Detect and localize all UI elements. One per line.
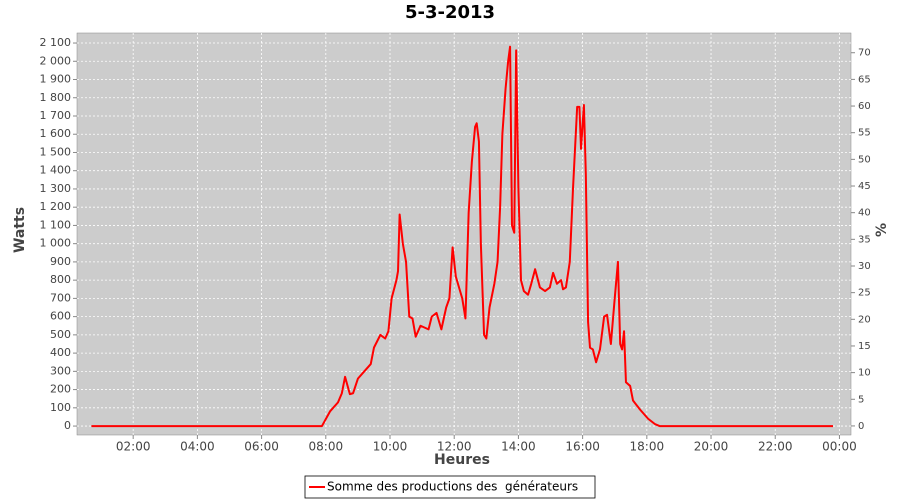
y-axis-label: Watts [12, 207, 28, 253]
y2-tick-label: 40 [858, 208, 871, 219]
y2-tick-label: 5 [858, 394, 864, 405]
y2-axis-label: % [874, 223, 890, 237]
y2-tick-label: 45 [858, 181, 871, 192]
plot-area [76, 32, 852, 436]
y-tick-label: 1 500 [40, 145, 72, 158]
y-tick-label: 700 [50, 291, 71, 304]
y2-tick-label: 0 [858, 421, 864, 432]
chart-title: 5-3-2013 [405, 2, 495, 23]
y-tick-label: 100 [50, 401, 71, 414]
x-tick-label: 12:00 [437, 440, 472, 454]
x-tick-label: 20:00 [694, 440, 729, 454]
y2-tick-label: 25 [858, 288, 871, 299]
y2-tick-label: 65 [858, 74, 871, 85]
y2-tick-label: 55 [858, 128, 871, 139]
y-tick-label: 1 900 [40, 73, 72, 86]
y2-tick-label: 70 [858, 48, 871, 59]
y-tick-label: 2 000 [40, 54, 72, 67]
legend-label: Somme des productions des générateurs [327, 480, 578, 494]
y-tick-label: 1 400 [40, 164, 72, 177]
x-tick-label: 10:00 [373, 440, 408, 454]
x-tick-label: 16:00 [565, 440, 600, 454]
x-tick-label: 04:00 [180, 440, 215, 454]
y-tick-label: 1 800 [40, 91, 72, 104]
legend [304, 475, 596, 499]
x-tick-label: 08:00 [309, 440, 344, 454]
x-axis-label: Heures [434, 452, 490, 468]
y-tick-label: 1 700 [40, 109, 72, 122]
y-tick-label: 0 [64, 419, 71, 432]
y2-tick-label: 15 [858, 341, 871, 352]
y2-tick-label: 50 [858, 154, 871, 165]
y-tick-label: 500 [50, 328, 71, 341]
y2-tick-label: 60 [858, 101, 871, 112]
series-line [91, 45, 834, 428]
y-tick-label: 1 300 [40, 182, 72, 195]
y-tick-label: 1 000 [40, 237, 72, 250]
y-tick-label: 200 [50, 383, 71, 396]
y2-tick-label: 30 [858, 261, 871, 272]
x-tick-label: 22:00 [758, 440, 793, 454]
y2-tick-label: 10 [858, 368, 871, 379]
y-tick-label: 1 600 [40, 127, 72, 140]
x-tick-label: 06:00 [244, 440, 279, 454]
y-tick-label: 1 100 [40, 218, 72, 231]
x-tick-label: 18:00 [630, 440, 665, 454]
y2-tick-label: 35 [858, 234, 871, 245]
y-tick-label: 2 100 [40, 36, 72, 49]
x-tick-label: 14:00 [501, 440, 536, 454]
y-tick-label: 600 [50, 310, 71, 323]
y-tick-label: 1 200 [40, 200, 72, 213]
x-tick-label: 00:00 [822, 440, 857, 454]
y-tick-label: 400 [50, 346, 71, 359]
y-tick-label: 300 [50, 364, 71, 377]
x-tick-label: 02:00 [116, 440, 151, 454]
y2-tick-label: 20 [858, 314, 871, 325]
y-tick-label: 900 [50, 255, 71, 268]
y-tick-label: 800 [50, 273, 71, 286]
